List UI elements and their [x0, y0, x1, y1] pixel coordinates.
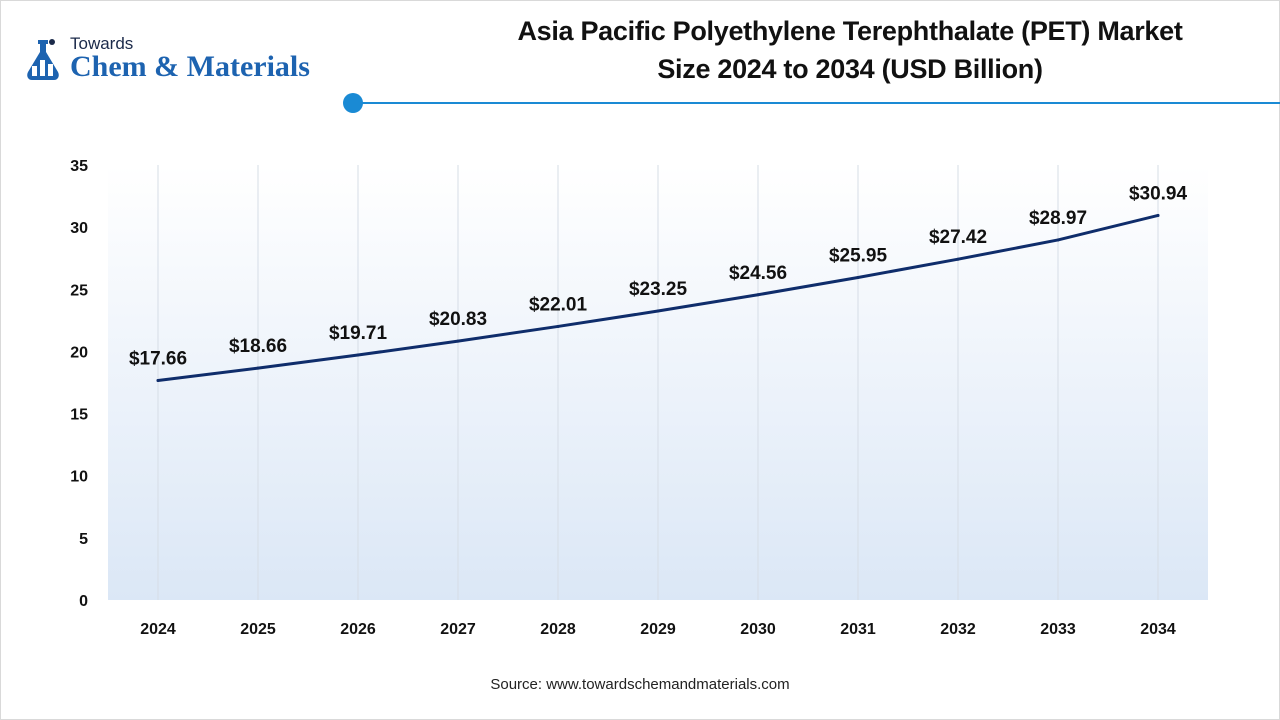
flask-logo-icon: [27, 39, 59, 80]
data-label: $18.66: [229, 336, 287, 357]
title-divider-dot: [343, 93, 363, 113]
data-label: $22.01: [529, 294, 588, 315]
series-line-group: [156, 213, 1160, 383]
y-tick-label: 15: [70, 407, 88, 424]
x-tick-label: 2033: [1040, 621, 1076, 638]
x-axis: 2024 2025 2026 2027 2028 2029 2030 2031 2032 2033…: [140, 621, 1176, 638]
x-tick-label: 2032: [940, 621, 976, 638]
x-tick-label: 2026: [340, 621, 376, 638]
y-axis: 0 5 10 15 20 25 30 35: [70, 158, 88, 610]
data-point: [256, 366, 260, 370]
data-label: $24.56: [729, 263, 787, 284]
y-tick-label: 5: [79, 531, 88, 548]
y-tick-label: 10: [70, 469, 88, 486]
x-tick-label: 2034: [1140, 621, 1176, 638]
x-tick-label: 2028: [540, 621, 576, 638]
x-tick-label: 2029: [640, 621, 676, 638]
chart-title-line-2: Size 2024 to 2034 (USD Billion): [657, 54, 1043, 84]
data-point: [556, 324, 560, 328]
data-label: $25.95: [829, 245, 888, 266]
y-tick-label: 35: [70, 158, 88, 175]
logo-top-text: Towards: [70, 34, 134, 53]
data-label: $23.25: [629, 279, 688, 300]
data-label: $17.66: [129, 349, 187, 370]
brand-logo: Towards Chem & Materials: [22, 34, 342, 90]
grid-lines: [157, 165, 1159, 600]
chart-title: Asia Pacific Polyethylene Terephthalate …: [420, 12, 1280, 88]
y-tick-label: 25: [70, 282, 88, 299]
data-labels: $17.66 $18.66 $19.71 $20.83 $22.01 $23.25 $24.…: [129, 183, 1188, 369]
data-point: [1156, 213, 1160, 217]
data-point: [756, 293, 760, 297]
data-point: [456, 339, 460, 343]
data-point: [656, 309, 660, 313]
data-point: [956, 257, 960, 261]
data-point: [156, 379, 160, 383]
data-label: $27.42: [929, 227, 987, 248]
x-tick-label: 2025: [240, 621, 276, 638]
chart-title-line-1: Asia Pacific Polyethylene Terephthalate …: [517, 16, 1183, 46]
data-point: [1056, 238, 1060, 242]
data-label: $20.83: [429, 309, 487, 330]
title-divider-line: [353, 102, 1280, 104]
data-label: $28.97: [1029, 208, 1087, 229]
x-tick-label: 2030: [740, 621, 776, 638]
x-tick-label: 2031: [840, 621, 876, 638]
y-tick-label: 0: [79, 593, 88, 610]
data-point: [356, 353, 360, 357]
y-tick-label: 20: [70, 344, 88, 361]
x-tick-label: 2027: [440, 621, 476, 638]
source-note: Source: www.towardschemandmaterials.com: [490, 676, 790, 693]
data-label: $30.94: [1129, 183, 1188, 204]
data-label: $19.71: [329, 323, 388, 344]
x-tick-label: 2024: [140, 621, 176, 638]
logo-main-text: Chem & Materials: [70, 50, 310, 83]
data-point: [856, 275, 860, 279]
y-tick-label: 30: [70, 220, 88, 237]
